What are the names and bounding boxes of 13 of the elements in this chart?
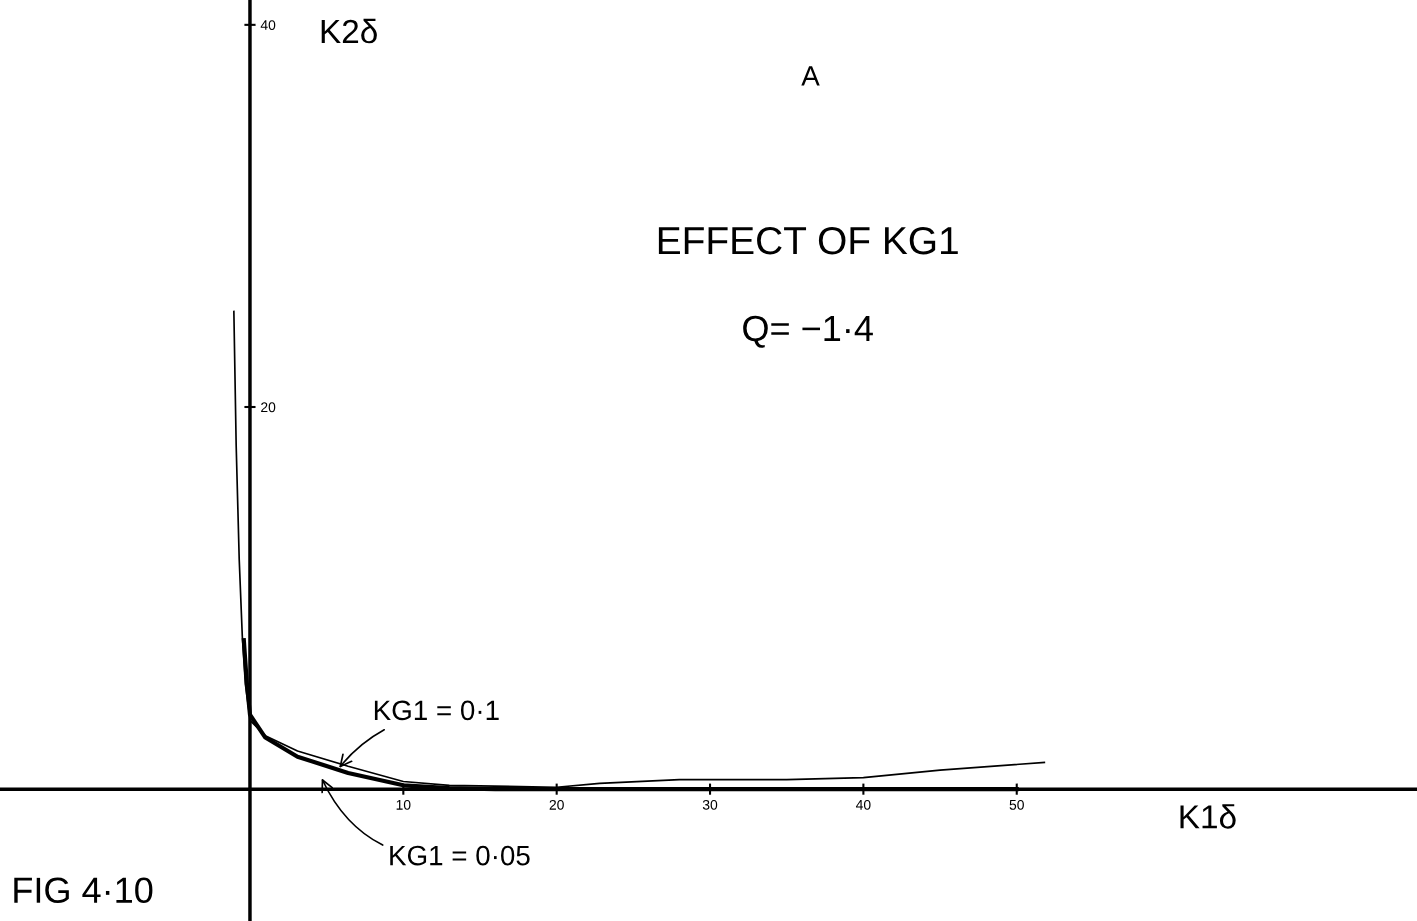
text: EFFECT OF KG1 (658, 226, 958, 255)
x-tick-label: 10 (396, 799, 411, 810)
x-tick-label: 30 (702, 799, 718, 810)
x-tick-label: 20 (549, 799, 564, 810)
annotation: FIG 4·10 (14, 877, 153, 904)
annotation: A (801, 66, 820, 86)
series-label: KG1 = 0·1 (374, 700, 499, 721)
text: KG1 = 0·05 (390, 845, 530, 866)
x-tick-label: 50 (1009, 799, 1024, 810)
y-axis-title: K2δ (321, 18, 377, 44)
text: Q= −1·4 (743, 315, 873, 348)
x-axis-title: K1δ (1180, 804, 1236, 829)
x-tick-label: 40 (855, 799, 871, 810)
